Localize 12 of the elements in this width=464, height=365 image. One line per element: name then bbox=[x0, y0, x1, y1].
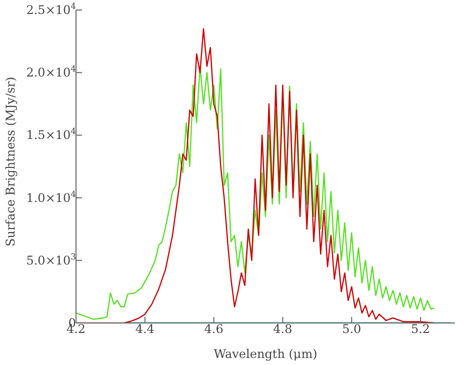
y-tick-label: 2.5×10$^{4}$ bbox=[26, 1, 76, 17]
y-tick-label: 5.0×10$^{3}$ bbox=[26, 251, 76, 268]
x-tick-label: 4.4 bbox=[135, 322, 155, 336]
x-tick-label: 5.2 bbox=[411, 322, 430, 336]
y-tick-label: 1.0×10$^{4}$ bbox=[26, 188, 76, 205]
x-tick-label: 5.0 bbox=[342, 322, 362, 336]
y-tick-label: 2.0×10$^{4}$ bbox=[26, 64, 76, 80]
x-axis-title: Wavelength (μm) bbox=[214, 347, 318, 361]
x-tick-label: 4.8 bbox=[273, 322, 292, 336]
x-tick-label: 4.6 bbox=[204, 322, 224, 336]
y-axis-title: Surface Brightness (MJy/sr) bbox=[3, 76, 18, 246]
y-tick-label: 1.5×10$^{4}$ bbox=[26, 126, 76, 142]
